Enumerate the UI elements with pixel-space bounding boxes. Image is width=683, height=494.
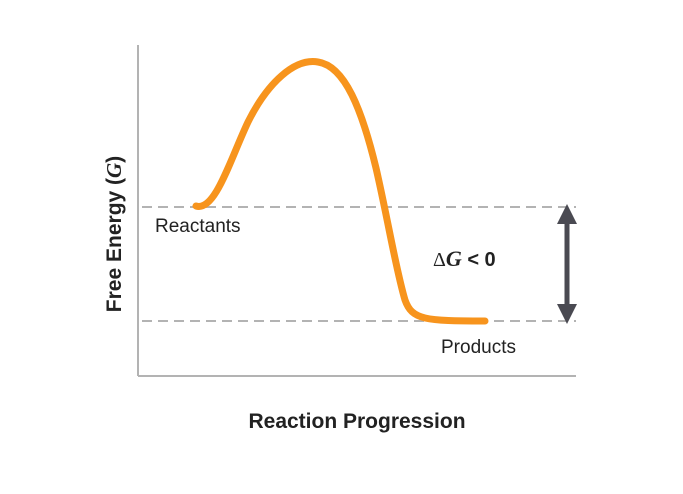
delta-g-label: ΔG < 0 xyxy=(433,246,496,271)
products-label: Products xyxy=(441,337,516,358)
energy-curve xyxy=(192,58,489,325)
x-axis-label: Reaction Progression xyxy=(248,410,465,433)
delta-g-variable: G xyxy=(446,246,462,271)
y-axis-variable: G xyxy=(102,163,126,178)
delta-g-relation: < 0 xyxy=(462,249,496,271)
delta-symbol: Δ xyxy=(433,249,446,271)
reactants-label: Reactants xyxy=(155,216,241,237)
y-axis-label: Free Energy (G) xyxy=(102,156,126,312)
